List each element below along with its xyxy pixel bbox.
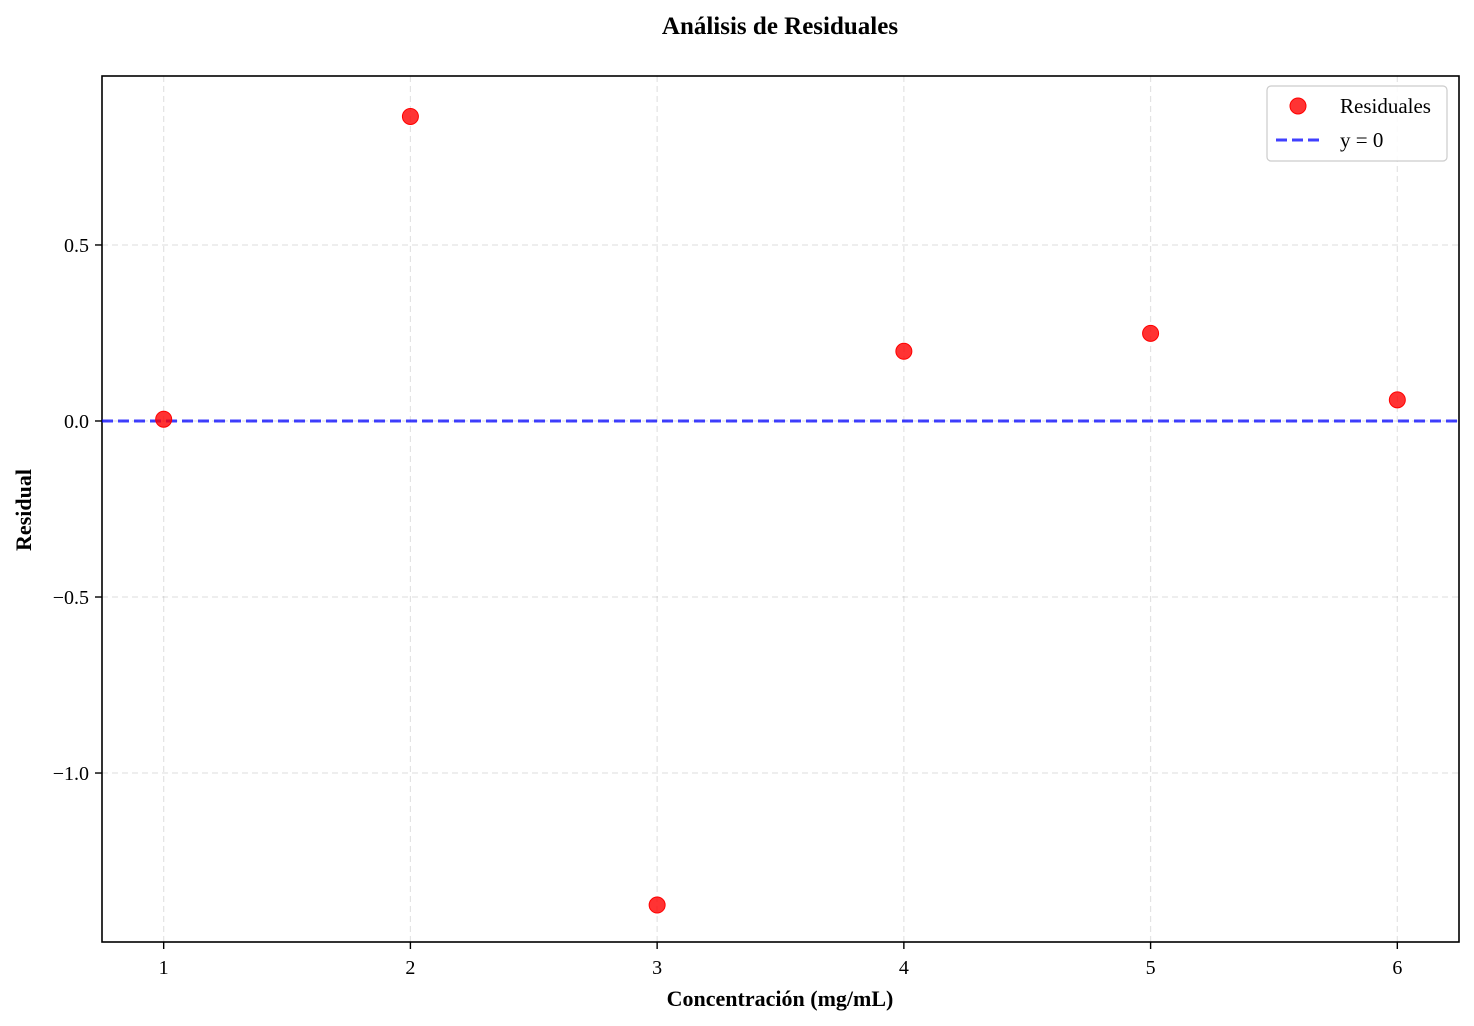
plot-area bbox=[101, 75, 1460, 943]
legend-marker-residuales bbox=[1289, 97, 1307, 115]
x-tick-label: 3 bbox=[652, 957, 662, 979]
residual-point bbox=[1388, 391, 1406, 409]
y-tick-label: −1.0 bbox=[53, 763, 89, 785]
data-marks bbox=[102, 107, 1459, 914]
residual-point bbox=[648, 896, 666, 914]
chart-title: Análisis de Residuales bbox=[662, 13, 898, 40]
y-tick-label: 0.0 bbox=[64, 411, 89, 433]
legend-label-residuales: Residuales bbox=[1340, 94, 1431, 118]
x-tick-label: 2 bbox=[405, 957, 415, 979]
x-tick-label: 1 bbox=[159, 957, 169, 979]
y-tick-label: 0.5 bbox=[64, 235, 89, 257]
x-axis-label: Concentración (mg/mL) bbox=[667, 986, 894, 1011]
residual-point bbox=[401, 107, 419, 125]
x-tick-label: 4 bbox=[899, 957, 909, 979]
legend-label-y0: y = 0 bbox=[1340, 128, 1383, 152]
grid-lines bbox=[102, 76, 1459, 942]
residual-point bbox=[155, 410, 173, 428]
x-tick-label: 6 bbox=[1392, 957, 1402, 979]
residual-point bbox=[1142, 324, 1160, 342]
x-tick-label: 5 bbox=[1146, 957, 1156, 979]
y-tick-label: −0.5 bbox=[53, 587, 89, 609]
legend-box bbox=[1266, 85, 1448, 162]
legend: Residuales y = 0 bbox=[1266, 85, 1448, 162]
y-axis-label: Residual bbox=[11, 469, 36, 551]
axis-ticks: 1 2 3 4 5 6 −1.0 −0.5 0.0 0.5 bbox=[53, 235, 1403, 979]
residual-point bbox=[895, 342, 913, 360]
